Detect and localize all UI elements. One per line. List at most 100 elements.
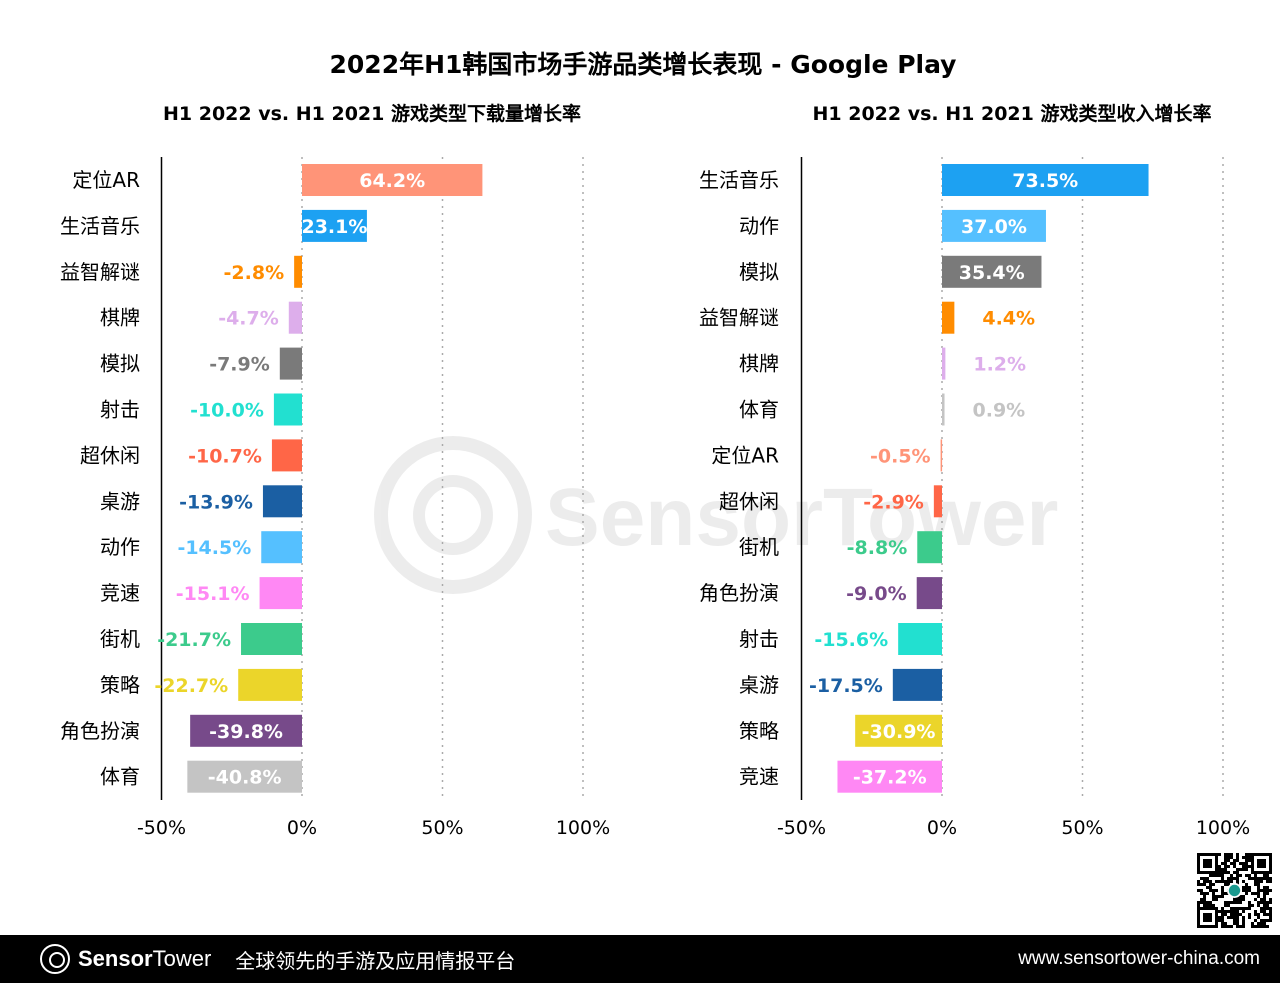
category-label: 街机 bbox=[100, 627, 140, 651]
bar bbox=[259, 577, 302, 610]
bar bbox=[187, 760, 302, 793]
data-label: -9.0% bbox=[846, 583, 907, 605]
data-label: -30.9% bbox=[862, 721, 936, 743]
bar bbox=[261, 531, 302, 564]
data-label: 64.2% bbox=[359, 170, 425, 192]
data-label: -2.9% bbox=[863, 491, 924, 513]
data-label: -21.7% bbox=[157, 629, 231, 651]
bar bbox=[942, 164, 1149, 196]
data-label: 23.1% bbox=[301, 216, 367, 238]
bar bbox=[271, 439, 302, 472]
data-label: 4.4% bbox=[982, 308, 1035, 330]
data-label: -15.1% bbox=[176, 583, 250, 605]
chart-0: H1 2022 vs. H1 2021 游戏类型下载量增长率 -50% 0% 50% 1… bbox=[60, 102, 610, 839]
category-label: 生活音乐 bbox=[699, 168, 779, 192]
data-label: -37.2% bbox=[853, 767, 927, 789]
bar bbox=[942, 255, 1042, 288]
category-label: 超休闲 bbox=[80, 443, 140, 467]
subchart-title: H1 2022 vs. H1 2021 游戏类型收入增长率 bbox=[813, 102, 1212, 125]
data-label: -10.0% bbox=[190, 400, 264, 422]
footer: SensorTower 全球领先的手游及应用情报平台 www.sensortow… bbox=[0, 935, 1280, 983]
x-tick-label: 0% bbox=[287, 817, 317, 839]
category-label: 桌游 bbox=[739, 673, 779, 697]
bar bbox=[942, 347, 946, 380]
data-label: -17.5% bbox=[809, 675, 883, 697]
bar bbox=[916, 577, 942, 610]
bar bbox=[262, 485, 302, 518]
x-tick-label: 50% bbox=[1061, 817, 1103, 839]
category-label: 竞速 bbox=[100, 581, 140, 605]
category-label: 生活音乐 bbox=[60, 214, 140, 238]
category-label: 体育 bbox=[739, 398, 779, 422]
data-label: -22.7% bbox=[154, 675, 228, 697]
category-label: 超休闲 bbox=[719, 489, 779, 513]
bar bbox=[273, 393, 302, 426]
bar bbox=[294, 255, 302, 288]
category-label: 射击 bbox=[739, 627, 779, 651]
data-label: -14.5% bbox=[177, 537, 251, 559]
bar bbox=[241, 623, 302, 655]
bar bbox=[942, 393, 945, 426]
bar bbox=[892, 668, 942, 701]
data-label: -40.8% bbox=[208, 767, 282, 789]
data-label: -2.8% bbox=[224, 262, 285, 284]
chart-canvas: SensorTower 2022年H1韩国市场手游品类增长表现 - Google… bbox=[60, 50, 1250, 839]
category-label: 益智解谜 bbox=[699, 306, 779, 330]
category-label: 定位AR bbox=[72, 168, 140, 192]
data-label: -15.6% bbox=[814, 629, 888, 651]
x-tick-label: -50% bbox=[777, 817, 826, 839]
bar bbox=[933, 485, 942, 518]
qr-code bbox=[1197, 853, 1272, 928]
data-label: -13.9% bbox=[179, 491, 253, 513]
bar bbox=[942, 301, 955, 334]
bar bbox=[855, 714, 942, 747]
chart-1: H1 2022 vs. H1 2021 游戏类型收入增长率 -50% 0% 50% 10… bbox=[699, 102, 1250, 839]
category-label: 棋牌 bbox=[100, 306, 140, 330]
x-tick-label: 100% bbox=[556, 817, 610, 839]
category-label: 角色扮演 bbox=[699, 581, 779, 605]
slogan: 全球领先的手游及应用情报平台 bbox=[235, 948, 516, 973]
category-label: 模拟 bbox=[739, 260, 779, 284]
category-label: 体育 bbox=[100, 765, 140, 789]
category-label: 角色扮演 bbox=[60, 719, 140, 743]
category-label: 益智解谜 bbox=[60, 260, 140, 284]
chart-title: 2022年H1韩国市场手游品类增长表现 - Google Play bbox=[330, 50, 957, 79]
x-tick-label: 0% bbox=[927, 817, 957, 839]
brand-bold: Sensor bbox=[78, 946, 153, 971]
data-label: 1.2% bbox=[973, 354, 1026, 376]
data-label: -8.8% bbox=[847, 537, 908, 559]
bar bbox=[302, 164, 483, 196]
category-label: 定位AR bbox=[711, 443, 779, 467]
category-label: 竞速 bbox=[739, 765, 779, 789]
data-label: -10.7% bbox=[188, 445, 262, 467]
bar bbox=[302, 209, 367, 242]
x-tick-label: 50% bbox=[421, 817, 463, 839]
category-label: 动作 bbox=[100, 535, 140, 559]
bar bbox=[917, 531, 942, 564]
category-label: 桌游 bbox=[100, 489, 140, 513]
bar bbox=[238, 668, 302, 701]
bar bbox=[837, 760, 942, 793]
data-label: 0.9% bbox=[973, 400, 1026, 422]
bar bbox=[940, 439, 943, 472]
category-label: 棋牌 bbox=[739, 352, 779, 376]
data-label: -4.7% bbox=[218, 308, 279, 330]
category-label: 射击 bbox=[100, 398, 140, 422]
category-label: 街机 bbox=[739, 535, 779, 559]
category-label: 策略 bbox=[739, 719, 779, 743]
brand-light: Tower bbox=[152, 946, 212, 971]
bar bbox=[190, 714, 302, 747]
sensortower-logo: SensorTower bbox=[40, 944, 211, 974]
website-url[interactable]: www.sensortower-china.com bbox=[1018, 948, 1260, 969]
category-label: 策略 bbox=[100, 673, 140, 697]
data-label: 73.5% bbox=[1012, 170, 1078, 192]
bar bbox=[942, 209, 1046, 242]
data-label: -0.5% bbox=[870, 445, 931, 467]
x-tick-label: 100% bbox=[1196, 817, 1250, 839]
bar bbox=[279, 347, 302, 380]
category-label: 动作 bbox=[739, 214, 779, 238]
category-label: 模拟 bbox=[100, 352, 140, 376]
data-label: 35.4% bbox=[959, 262, 1025, 284]
data-label: -7.9% bbox=[209, 354, 270, 376]
subchart-title: H1 2022 vs. H1 2021 游戏类型下载量增长率 bbox=[163, 102, 581, 125]
